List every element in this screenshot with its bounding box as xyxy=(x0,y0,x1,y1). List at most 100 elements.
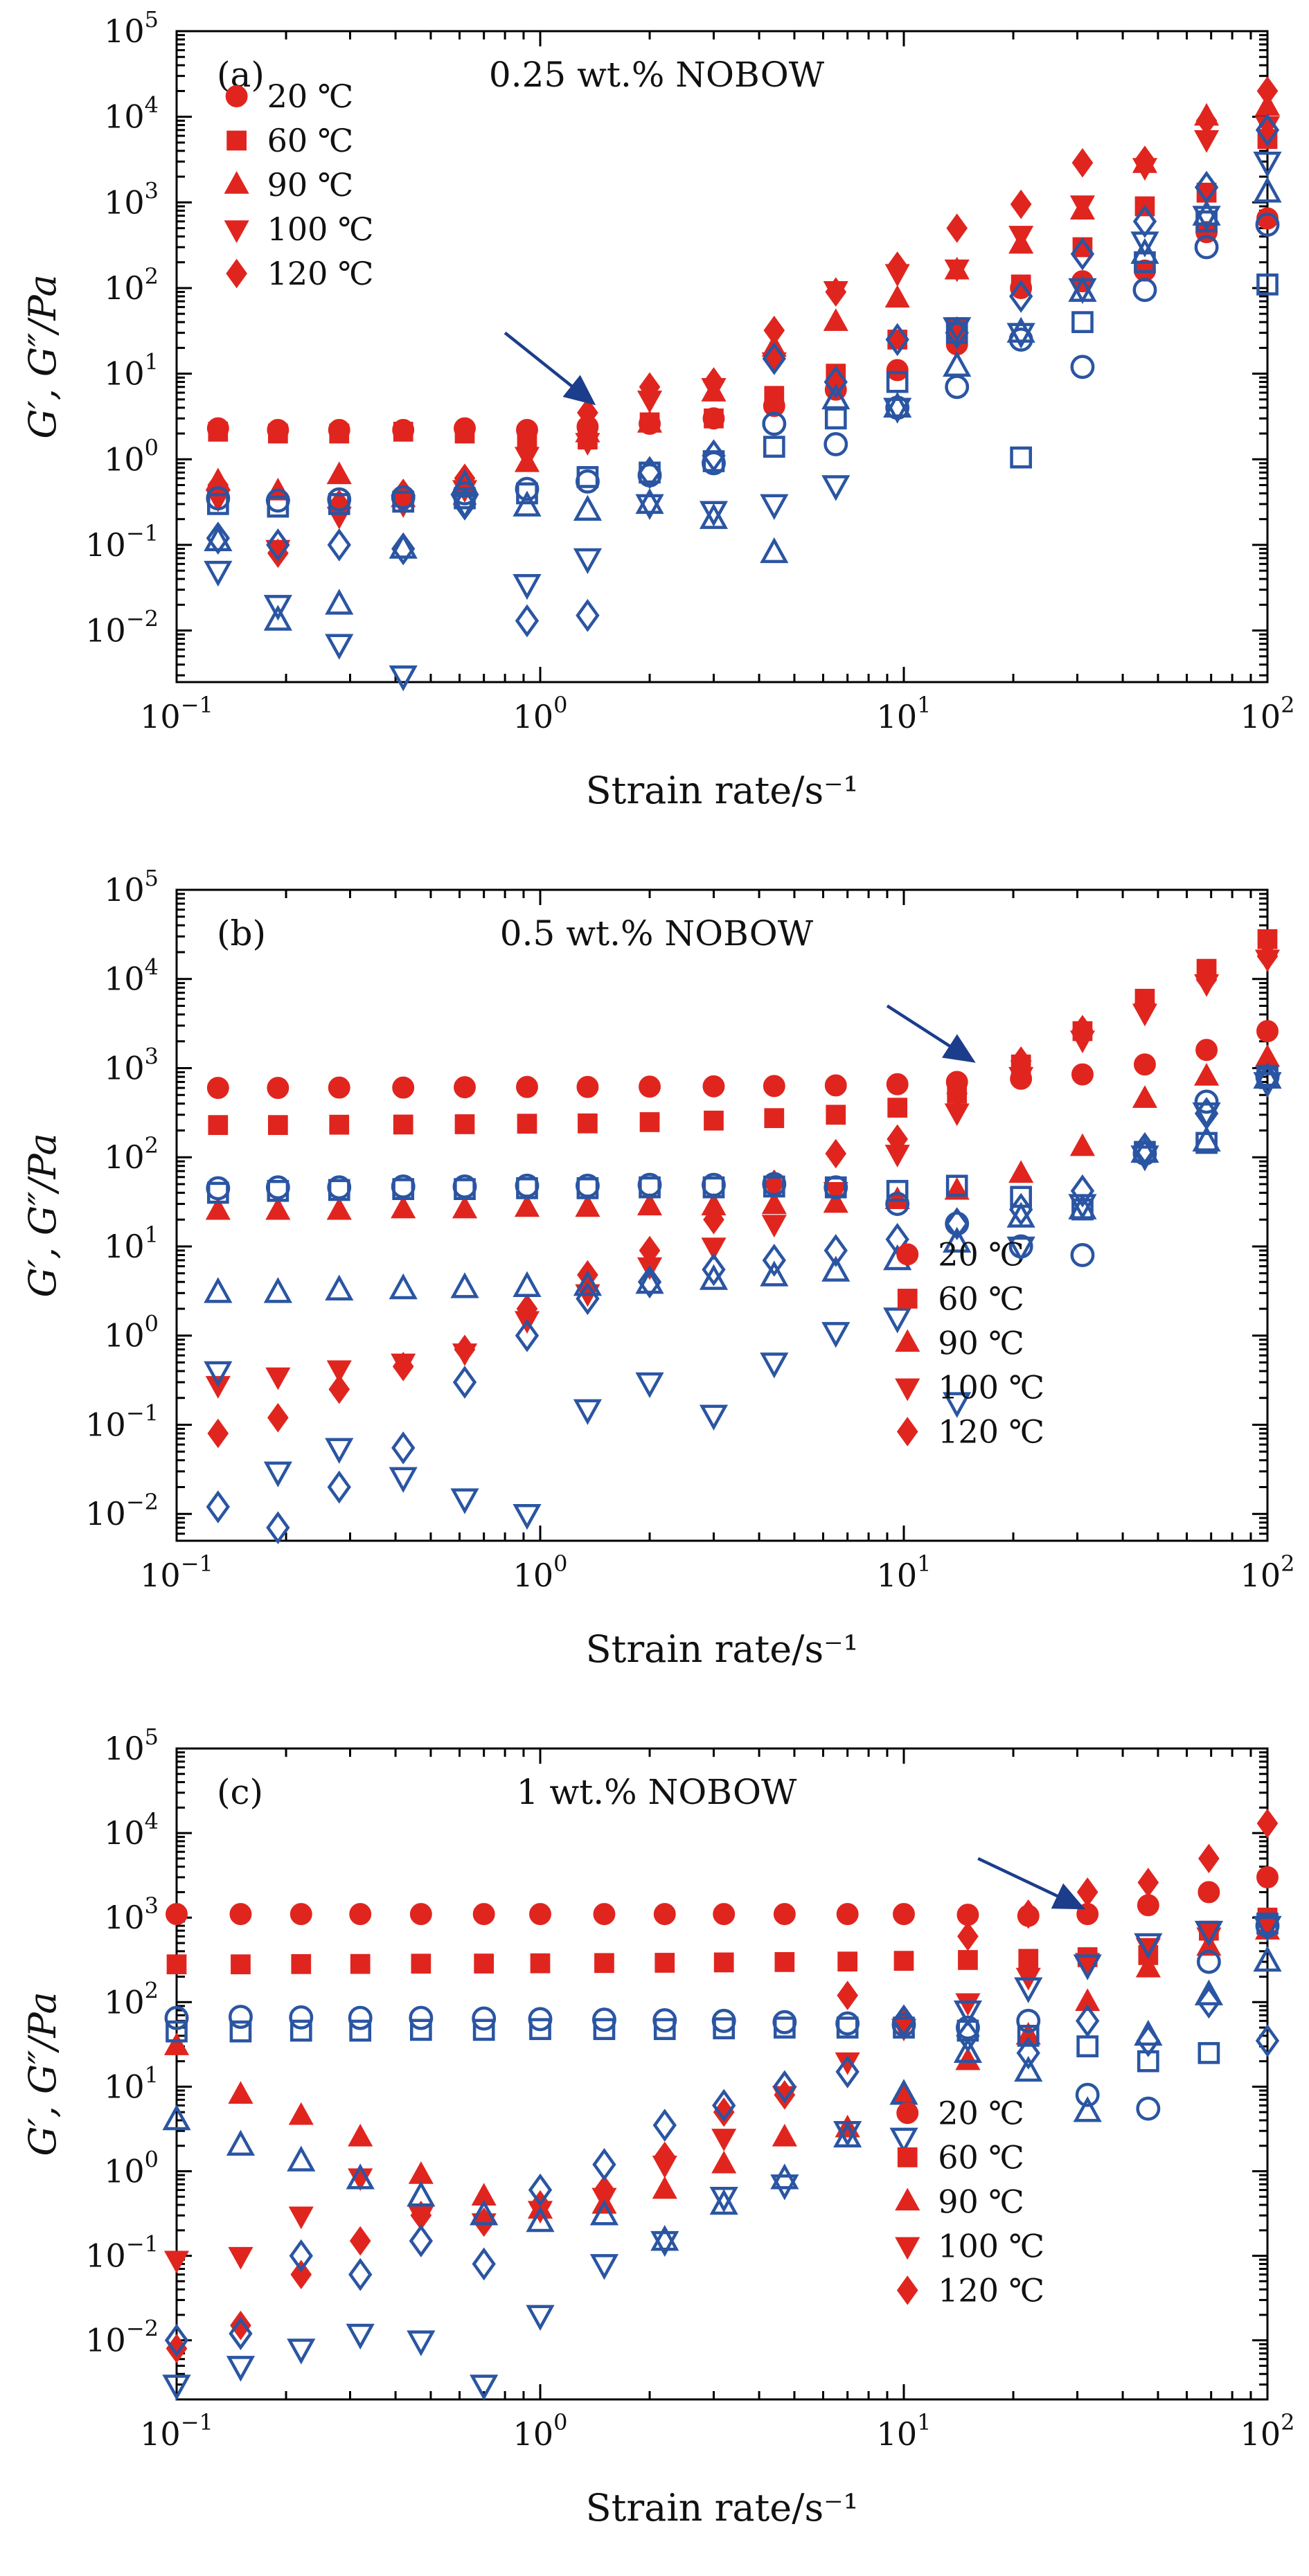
data-point-diamond xyxy=(702,439,726,472)
data-point-square xyxy=(474,1953,495,1974)
data-point-diamond xyxy=(825,277,847,307)
data-point-diamond xyxy=(266,1511,290,1545)
x-tick-label: 101 xyxy=(877,692,932,735)
legend: 20 ℃ 60 ℃ 90 ℃ 100 ℃ 120 ℃ xyxy=(895,1235,1044,1450)
y-tick-label: 100 xyxy=(104,434,159,478)
data-point-diamond xyxy=(1010,1046,1032,1076)
plot-frame xyxy=(175,1747,1269,2401)
x-tick-label: 10−1 xyxy=(140,1550,213,1594)
data-point-circle xyxy=(472,2006,497,2031)
data-point-triangle-up xyxy=(711,2150,737,2174)
data-point-diamond xyxy=(1255,2024,1280,2057)
data-point-diamond xyxy=(823,1234,848,1267)
data-point-triangle-down xyxy=(513,1503,542,1530)
x-tick-label: 102 xyxy=(1240,1550,1295,1594)
legend-label: 100 ℃ xyxy=(938,1368,1044,1406)
data-point-diamond xyxy=(945,316,969,350)
data-point-triangle-down xyxy=(1130,1145,1159,1172)
data-point-diamond xyxy=(703,1204,724,1235)
y-tick-label: 104 xyxy=(104,92,159,136)
data-point-circle xyxy=(823,432,848,456)
x-axis-label: Strain rate/s⁻¹ xyxy=(586,1627,859,1671)
data-point-circle xyxy=(164,2005,189,2030)
data-point-square xyxy=(1256,273,1279,296)
data-point-triangle-up xyxy=(265,1197,291,1220)
data-point-circle xyxy=(893,1903,915,1926)
data-point-diamond xyxy=(1137,1868,1159,1897)
x-tick-label: 100 xyxy=(513,1550,568,1594)
panel-title: 0.25 wt.% NOBOW xyxy=(489,55,825,95)
data-point-diamond xyxy=(452,488,477,521)
data-point-circle xyxy=(472,1903,495,1926)
data-point-diamond xyxy=(637,456,662,490)
data-point-square xyxy=(1137,2050,1159,2073)
data-point-triangle-up xyxy=(226,2129,256,2156)
data-point-triangle-up xyxy=(1194,1979,1224,2005)
data-point-square xyxy=(516,482,538,505)
data-point-diamond xyxy=(712,2088,736,2122)
data-point-triangle-up xyxy=(452,1195,478,1219)
data-point-diamond xyxy=(825,1138,847,1169)
data-point-circle xyxy=(896,2102,919,2125)
data-point-diamond xyxy=(887,1124,909,1154)
data-point-circle xyxy=(773,1903,796,1926)
data-point-diamond xyxy=(229,2317,253,2350)
data-point-diamond xyxy=(1010,189,1032,220)
data-point-square xyxy=(529,2018,551,2041)
data-point-triangle-down xyxy=(287,2338,316,2365)
data-point-triangle-down xyxy=(889,2127,918,2154)
data-point-triangle-down xyxy=(895,2237,920,2260)
data-point-diamond xyxy=(226,258,247,289)
data-point-circle xyxy=(1256,1866,1279,1888)
y-tick-label: 105 xyxy=(104,1724,159,1767)
data-point-triangle-down xyxy=(1068,1194,1097,1220)
data-point-triangle-down xyxy=(770,2174,799,2201)
data-point-diamond xyxy=(772,2070,797,2104)
data-point-triangle-up xyxy=(228,2081,253,2104)
data-point-square xyxy=(702,1176,725,1199)
data-point-circle xyxy=(762,411,787,436)
data-point-triangle-up xyxy=(821,1255,851,1282)
series-g-120c xyxy=(206,113,1280,638)
data-point-triangle-up xyxy=(955,2047,981,2070)
data-point-triangle-up xyxy=(1253,177,1282,203)
data-point-triangle-up xyxy=(635,1268,664,1294)
data-point-diamond xyxy=(1134,988,1156,1019)
data-point-triangle-down xyxy=(589,2254,619,2280)
legend-label: 60 ℃ xyxy=(938,2138,1024,2176)
legend-label: 120 ℃ xyxy=(938,2271,1044,2309)
data-point-triangle-down xyxy=(1069,195,1096,219)
data-point-square xyxy=(958,1950,978,1970)
data-point-triangle-down xyxy=(1192,1102,1221,1129)
data-point-diamond xyxy=(957,1921,979,1951)
series-g-90c xyxy=(204,177,1282,631)
data-point-diamond xyxy=(702,1253,726,1287)
data-point-triangle-up xyxy=(953,2037,983,2064)
data-point-square xyxy=(593,2018,616,2041)
data-point-triangle-down xyxy=(573,548,603,575)
data-point-triangle-down xyxy=(953,2000,983,2027)
data-point-diamond xyxy=(327,528,351,562)
data-point-square xyxy=(653,2018,676,2041)
y-tick-label: 10−2 xyxy=(85,1489,159,1532)
data-point-circle xyxy=(1255,212,1280,237)
data-point-diamond xyxy=(1132,1132,1157,1165)
data-point-circle xyxy=(1137,1894,1159,1917)
data-point-triangle-up xyxy=(408,2161,434,2184)
data-point-square xyxy=(824,407,847,430)
data-point-square xyxy=(267,495,290,518)
chart-svg-b: 10−1 100 101 102 10−2 10−1 100 101 102 103 104 105 S… xyxy=(21,865,1295,1671)
data-point-triangle-down xyxy=(650,2230,679,2257)
data-point-triangle-up xyxy=(346,2163,375,2190)
data-point-triangle-up xyxy=(884,285,910,308)
data-point-triangle-up xyxy=(389,533,418,559)
data-point-circle xyxy=(1256,207,1279,230)
data-point-square xyxy=(897,1289,918,1309)
data-point-triangle-up xyxy=(895,2188,920,2211)
data-point-diamond xyxy=(1070,237,1095,271)
data-point-triangle-up xyxy=(526,2206,555,2233)
data-point-square xyxy=(226,130,247,151)
data-point-circle xyxy=(1016,2008,1041,2033)
data-point-triangle-down xyxy=(162,2374,191,2401)
